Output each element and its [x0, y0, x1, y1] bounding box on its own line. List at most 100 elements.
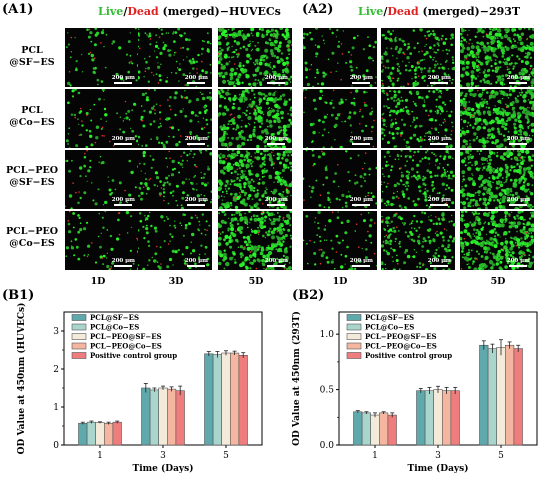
- micrograph-tile: 200 μm: [303, 150, 377, 209]
- cell-dots: [303, 211, 377, 270]
- cell-dots: [381, 89, 454, 148]
- scale-text: 200 μm: [427, 258, 451, 264]
- micrograph-tile: 200 μm: [138, 150, 212, 209]
- cell-dots: [460, 28, 534, 87]
- micrograph-tile: 200 μm: [381, 89, 455, 148]
- bar-chart-293t: 0.0 0.5 1.0 OD Value at 450nm (293T) 1 3 5 Time…: [291, 311, 538, 474]
- bar-chart-huvecs: 0 1 2 3 OD Value at 450nm (HUVECs) 1 3 5 Time (D…: [16, 303, 263, 474]
- bar: [361, 412, 371, 446]
- scale-text: 200 μm: [111, 75, 135, 81]
- title-rest: (merged)−HUVECs: [158, 5, 281, 18]
- legend-swatch: [346, 314, 362, 321]
- cell-dots: [460, 89, 534, 148]
- legend-label: PCL@SF−ES: [90, 313, 139, 322]
- bar: [370, 414, 380, 446]
- scale-line: [267, 204, 286, 206]
- col-label: 3D: [412, 276, 428, 287]
- scale-bar: 200 μm: [185, 136, 208, 145]
- scale-line: [267, 265, 286, 267]
- row-label-line: @Co−ES: [9, 117, 55, 128]
- scale-text: 200 μm: [184, 258, 208, 264]
- cell-dots: [303, 89, 375, 148]
- micrograph-tile: 200 μm: [218, 28, 292, 87]
- title-huvecs: Live/Dead (merged)−HUVECs: [98, 5, 281, 18]
- scale-line: [187, 143, 206, 145]
- cell-dots: [218, 211, 292, 270]
- scale-text: 200 μm: [111, 258, 135, 264]
- scale-line: [187, 265, 206, 267]
- scale-line: [509, 204, 528, 206]
- micrograph-tile: 200 μm: [138, 211, 212, 270]
- scale-line: [352, 82, 371, 84]
- bar: [479, 344, 489, 446]
- scale-text: 200 μm: [349, 136, 373, 142]
- legend-label: PCL−PEO@SF−ES: [365, 332, 437, 341]
- bar: [513, 348, 523, 446]
- scale-bar: 200 μm: [428, 197, 451, 206]
- scale-bar: 200 μm: [350, 75, 373, 84]
- scale-bar: 200 μm: [265, 197, 288, 206]
- col-label: 5D: [248, 276, 264, 287]
- scale-line: [430, 82, 449, 84]
- cell-dots: [218, 89, 292, 148]
- row-label-line: PCL: [21, 105, 43, 116]
- cell-dots: [218, 28, 292, 87]
- row-label-line: @Co−ES: [9, 238, 55, 249]
- legend-swatch: [71, 352, 87, 359]
- scale-text: 200 μm: [427, 197, 451, 203]
- scale-bar: 200 μm: [507, 197, 530, 206]
- scale-line: [352, 143, 371, 145]
- scale-bar: 200 μm: [265, 136, 288, 145]
- cell-dots: [65, 150, 139, 209]
- bar: [379, 412, 389, 446]
- micrograph-tile: 200 μm: [460, 28, 534, 87]
- micrograph-tile: 200 μm: [65, 28, 139, 87]
- bar: [505, 344, 515, 446]
- micrograph-tile: 200 μm: [65, 211, 139, 270]
- y-tick-label: 0.5: [320, 386, 335, 396]
- legend-label: PCL−PEO@Co−ES: [365, 342, 437, 351]
- scale-text: 200 μm: [184, 75, 208, 81]
- legend-swatch: [71, 314, 87, 321]
- scale-bar: 200 μm: [428, 75, 451, 84]
- cell-dots: [303, 150, 377, 209]
- bar: [230, 352, 240, 446]
- scale-text: 200 μm: [427, 136, 451, 142]
- cell-dots: [303, 28, 377, 87]
- cell-dots: [460, 211, 534, 270]
- cell-dots: [381, 28, 455, 87]
- micrograph-tile: 200 μm: [65, 89, 139, 148]
- row-label: PCL @SF−ES: [0, 45, 64, 69]
- row-label: PCL @Co−ES: [0, 105, 64, 129]
- scale-text: 200 μm: [349, 75, 373, 81]
- x-tick-label: 1: [372, 451, 378, 461]
- y-tick-label: 3: [53, 327, 59, 337]
- scale-text: 200 μm: [111, 136, 135, 142]
- title-live: Live: [358, 5, 384, 18]
- title-slash: /: [383, 5, 388, 18]
- micrograph-tile: 200 μm: [303, 28, 377, 87]
- x-tick-label: 3: [435, 451, 441, 461]
- y-axis-label: OD Value at 450nm (293T): [291, 311, 302, 446]
- scale-bar: 200 μm: [185, 258, 208, 267]
- col-label: 3D: [168, 276, 184, 287]
- cell-dots: [218, 150, 292, 209]
- bar: [212, 354, 223, 446]
- legend-label: PCL@SF−ES: [365, 313, 414, 322]
- legend-swatch: [346, 333, 362, 340]
- scale-line: [430, 204, 449, 206]
- scale-text: 200 μm: [184, 197, 208, 203]
- bar: [442, 390, 452, 446]
- legend-swatch: [71, 333, 87, 340]
- legend-swatch: [346, 342, 362, 350]
- panel-label-a2: (A2): [302, 2, 334, 17]
- micrograph-tile: 200 μm: [460, 89, 534, 148]
- row-label: PCL−PEO @Co−ES: [0, 226, 64, 250]
- bar: [387, 414, 397, 446]
- cell-dots: [138, 89, 212, 148]
- x-axis-label: Time (Days): [408, 463, 469, 474]
- scale-bar: 200 μm: [507, 75, 530, 84]
- row-label: PCL−PEO @SF−ES: [0, 165, 64, 189]
- scale-bar: 200 μm: [112, 75, 135, 84]
- scale-line: [187, 82, 206, 84]
